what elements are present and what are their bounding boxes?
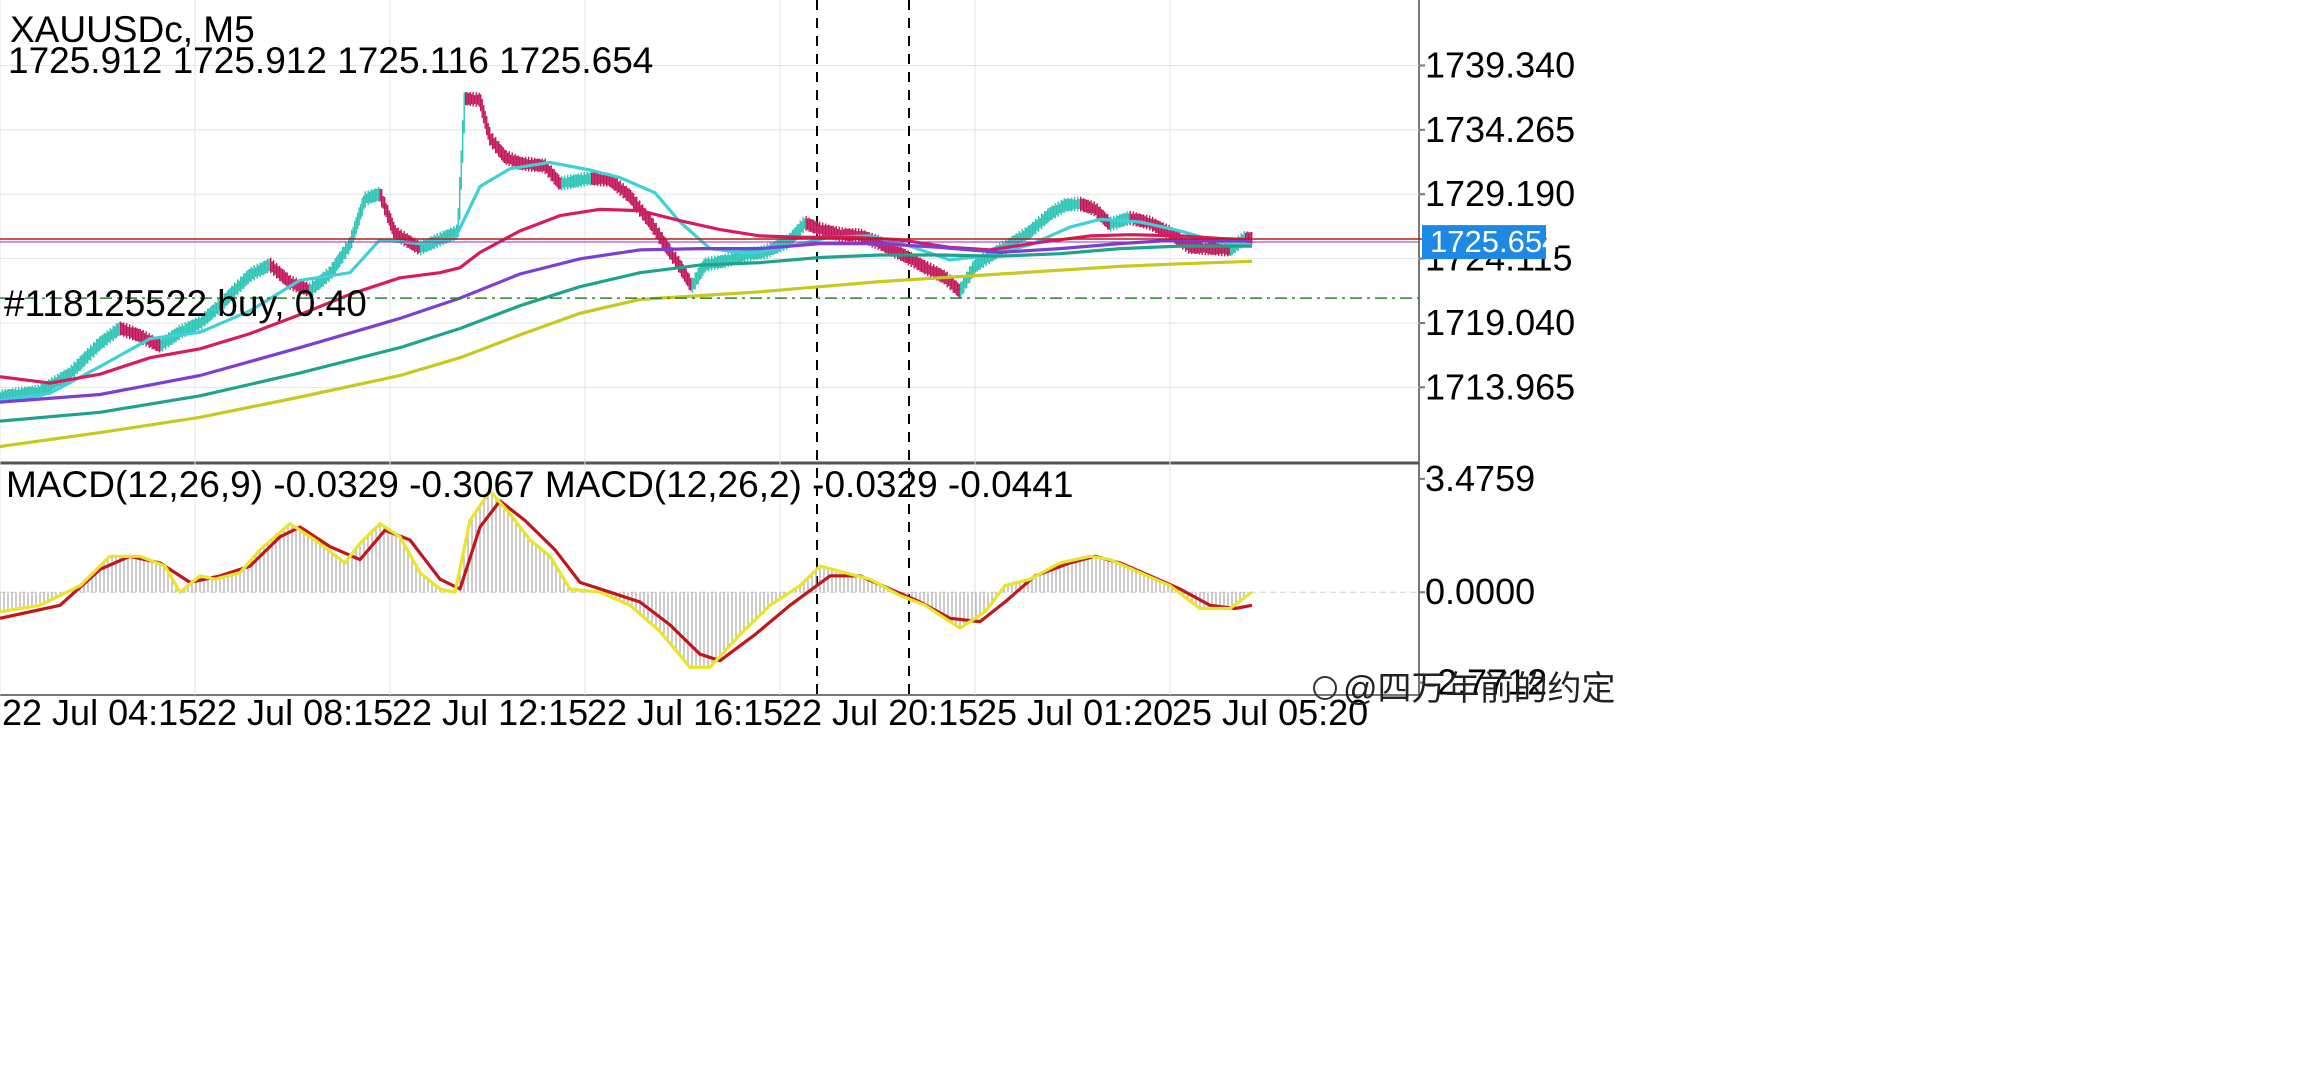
current-price-box [1422, 225, 1546, 260]
macd-tick-label: 0.0000 [1425, 571, 1535, 612]
time-tick-label: 22 Jul 08:15 [197, 692, 393, 733]
time-tick-label: 22 Jul 12:15 [392, 692, 588, 733]
time-tick-label: 22 Jul 20:15 [782, 692, 978, 733]
watermark: @四万年前的约定 [1313, 670, 1616, 708]
wechat-icon [1313, 676, 1337, 700]
macd-tick-label: -2.7712 [1425, 662, 1547, 703]
time-tick-label: 25 Jul 05:20 [1172, 692, 1368, 733]
macd-tick-label: 3.4759 [1425, 458, 1535, 499]
macd-series-line [0, 499, 1253, 663]
macd-pane [0, 489, 1253, 669]
macd-label: MACD(12,26,9) -0.0329 -0.3067 MACD(12,26… [6, 464, 1073, 505]
moving-average-line [0, 244, 1252, 423]
macd-series-line [0, 489, 1253, 669]
moving-averages [0, 160, 1253, 449]
price-tick-label: 1729.190 [1425, 173, 1575, 214]
time-tick-label: 22 Jul 16:15 [587, 692, 783, 733]
price-tick-label: 1739.340 [1425, 44, 1575, 85]
price-tick-label: 1734.265 [1425, 109, 1575, 150]
grid [0, 0, 1419, 695]
moving-average-line [0, 160, 1253, 403]
price-levels [0, 238, 1548, 299]
candlesticks [0, 91, 1253, 404]
price-tick-label: 1713.965 [1425, 366, 1575, 407]
trade-label: #118125522 buy, 0.40 [4, 283, 367, 324]
current-price-label: 1725.654 [1430, 224, 1559, 259]
moving-average-line [0, 259, 1253, 449]
time-tick-label: 22 Jul 04:15 [2, 692, 198, 733]
price-tick-label: 1719.040 [1425, 302, 1575, 343]
watermark-text: @四万年前的约定 [1343, 670, 1616, 708]
moving-average-line [0, 207, 1253, 385]
ohlc-label: 1725.912 1725.912 1725.116 1725.654 [8, 40, 653, 81]
moving-average-line [0, 238, 1253, 404]
symbol-timeframe-label: XAUUSDc, M5 [10, 9, 255, 50]
time-tick-label: 25 Jul 01:20 [977, 692, 1173, 733]
